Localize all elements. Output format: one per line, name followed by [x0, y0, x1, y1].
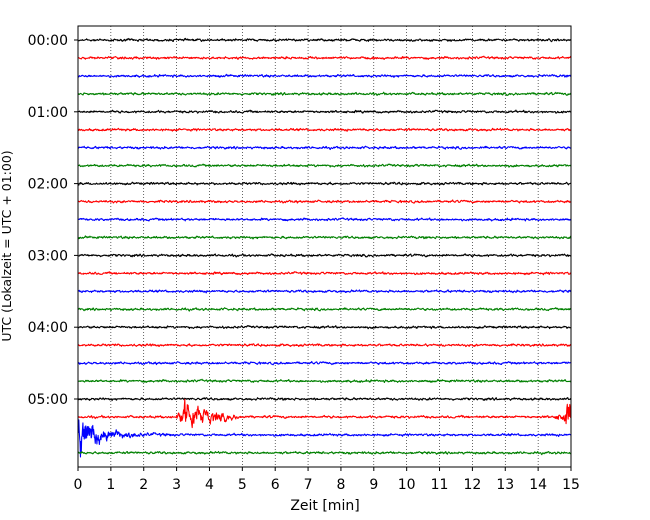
trace-line [77, 253, 572, 258]
trace-line [77, 398, 572, 429]
x-tick-label: 8 [336, 477, 345, 493]
x-tick-label: 15 [562, 477, 580, 493]
x-tick-label: 7 [304, 477, 313, 493]
seismic-traces [77, 37, 572, 458]
trace-line [77, 109, 572, 114]
trace-line [77, 235, 572, 240]
trace-line [77, 199, 572, 204]
y-axis-label: UTC (Lokalzeit = UTC + 01:00) [0, 150, 14, 341]
trace-line [77, 217, 572, 222]
trace-line [77, 325, 572, 330]
trace-line [77, 145, 572, 151]
trace-line [77, 37, 572, 43]
y-axis: 00:00 01:00 02:00 03:00 04:00 05:00 [28, 33, 78, 408]
trace-line [77, 450, 572, 456]
trace-line [77, 378, 572, 384]
x-tick-label: 11 [431, 477, 449, 493]
x-tick-label: 10 [398, 477, 416, 493]
x-tick-label: 5 [238, 477, 247, 493]
trace-line [77, 343, 572, 348]
x-tick-label: 13 [496, 477, 514, 493]
trace-line [77, 181, 572, 186]
x-axis-label: Zeit [min] [290, 498, 359, 514]
x-tick-label: 6 [271, 477, 280, 493]
y-tick-label: 04:00 [28, 320, 68, 336]
trace-line [77, 289, 572, 294]
x-axis: 0 1 2 3 4 5 6 7 8 9 10 11 12 13 14 15 [74, 467, 580, 493]
x-tick-label: 4 [205, 477, 214, 493]
trace-line [77, 73, 572, 78]
plot-frame [77, 25, 572, 468]
trace-line [77, 91, 572, 96]
x-tick-label: 9 [369, 477, 378, 493]
y-tick-label: 01:00 [28, 105, 68, 121]
y-tick-label: 02:00 [28, 177, 68, 193]
y-tick-label: 05:00 [28, 392, 68, 408]
trace-line [77, 396, 572, 402]
trace-line [77, 55, 572, 61]
trace-line [77, 127, 572, 132]
x-tick-label: 3 [172, 477, 181, 493]
trace-line [77, 360, 572, 366]
trace-line [77, 163, 572, 168]
x-tick-label: 1 [106, 477, 115, 493]
trace-line [77, 271, 572, 276]
y-tick-label: 03:00 [28, 248, 68, 264]
x-tick-label: 14 [529, 477, 547, 493]
x-tick-label: 2 [139, 477, 148, 493]
trace-line [77, 419, 572, 458]
grid-lines [110, 26, 539, 467]
y-tick-label: 00:00 [28, 33, 68, 49]
x-tick-label: 12 [463, 477, 481, 493]
x-tick-label: 0 [74, 477, 83, 493]
trace-line [77, 307, 572, 312]
